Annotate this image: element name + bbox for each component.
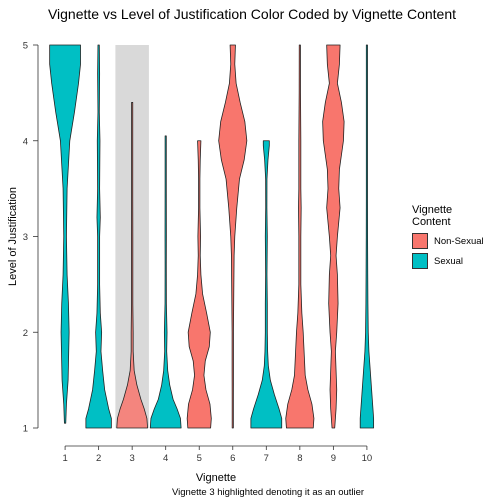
violin-vignette-5 [186, 140, 212, 429]
legend: Vignette Content Non-Sexual Sexual [412, 204, 484, 271]
violin-vignette-8 [285, 44, 315, 429]
legend-item-non-sexual: Non-Sexual [412, 231, 484, 251]
x-tick-label-3: 3 [130, 453, 135, 464]
y-tick-label-5: 5 [23, 41, 28, 52]
legend-label-sexual: Sexual [434, 255, 464, 267]
x-tick-label-10: 10 [362, 453, 373, 464]
chart-title: Vignette vs Level of Justification Color… [47, 6, 457, 22]
y-tick-label-3: 3 [23, 232, 28, 243]
x-tick-label-6: 6 [230, 453, 235, 464]
x-tick-label-8: 8 [297, 453, 302, 464]
x-tick-label-5: 5 [197, 453, 202, 464]
legend-swatch-non-sexual [412, 233, 428, 249]
legend-swatch-sexual [412, 253, 428, 269]
x-tick-label-4: 4 [163, 453, 168, 464]
violin-vignette-4 [149, 135, 182, 429]
y-tick-label-4: 4 [23, 136, 28, 147]
violin-vignette-3 [116, 102, 148, 429]
x-tick-label-1: 1 [62, 453, 67, 464]
violin-vignette-7 [250, 140, 283, 429]
x-tick-label-9: 9 [331, 453, 336, 464]
legend-title: Vignette Content [412, 204, 484, 228]
violin-vignette-6 [218, 44, 248, 429]
legend-item-sexual: Sexual [412, 251, 484, 271]
y-tick-label-2: 2 [23, 328, 28, 339]
violin-vignette-2 [85, 44, 112, 429]
x-tick-label-2: 2 [96, 453, 101, 464]
chart-caption: Vignette 3 highlighted denoting it as an… [172, 487, 365, 498]
violin-vignette-10 [359, 44, 375, 429]
violin-vignette-1 [49, 44, 81, 424]
x-axis-title: Vignette [196, 472, 236, 484]
legend-title-line-2: Content [412, 216, 451, 228]
legend-title-line-1: Vignette [412, 204, 453, 216]
y-tick-label-1: 1 [23, 424, 28, 435]
x-tick-label-7: 7 [264, 453, 269, 464]
legend-label-non-sexual: Non-Sexual [434, 235, 484, 247]
y-axis-title: Level of Justification [7, 187, 19, 286]
violin-vignette-9 [322, 44, 345, 429]
